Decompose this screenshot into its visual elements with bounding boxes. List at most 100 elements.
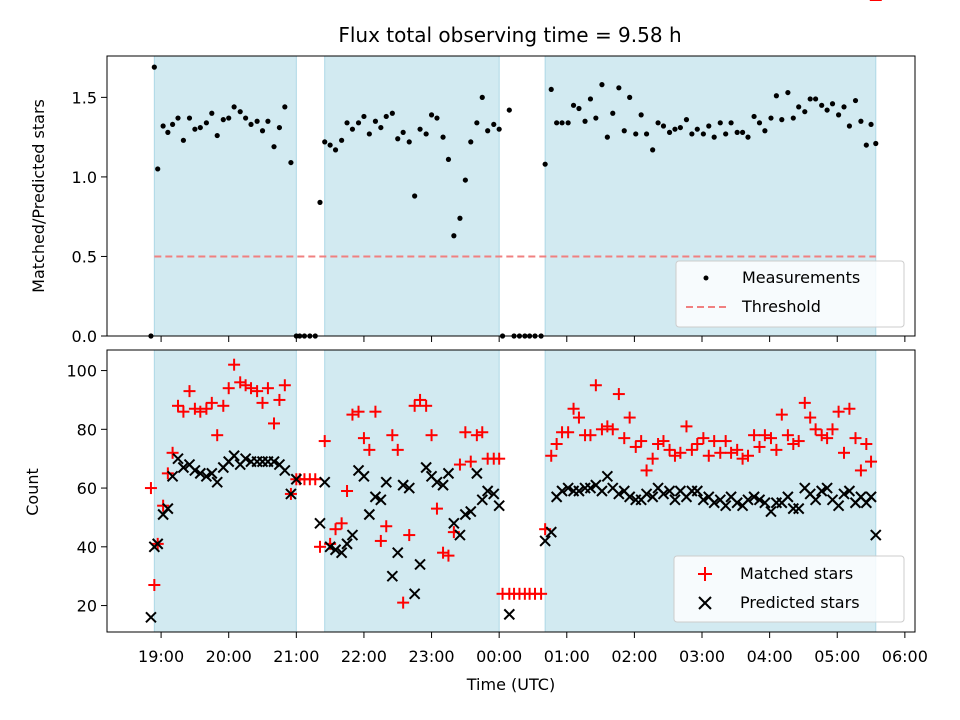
matched-star-point (278, 379, 291, 392)
measurement-point (317, 199, 323, 205)
matched-star-point (341, 485, 354, 497)
matched-star-point (804, 411, 817, 424)
measurement-point (400, 129, 406, 135)
matched-star-point (166, 446, 179, 459)
matched-star-point (188, 402, 201, 415)
matched-star-point (815, 429, 828, 442)
y-tick-label: 0.5 (72, 247, 97, 266)
y-tick-label: 1.0 (72, 168, 97, 187)
measurement-point (160, 123, 166, 129)
measurement-point (683, 117, 690, 123)
matched-star-point (697, 432, 710, 445)
matched-star-point (157, 499, 170, 512)
matched-star-point (217, 399, 230, 412)
measurement-point (355, 120, 362, 126)
predicted-star-point (408, 588, 421, 600)
matched-star-point (545, 449, 558, 462)
predicted-star-point (832, 499, 845, 512)
measurement-point (807, 96, 813, 102)
matched-star-point (606, 423, 619, 436)
predicted-star-point (697, 494, 710, 506)
measurement-point (383, 113, 389, 120)
matched-star-point (459, 426, 472, 439)
predicted-star-point (742, 494, 754, 506)
measurement-point (554, 120, 560, 126)
matched-star-point (657, 435, 670, 448)
matched-star-point (550, 438, 563, 450)
predicted-star-point (454, 529, 466, 541)
predicted-star-point (663, 485, 676, 497)
matched-star-point (854, 464, 867, 477)
measurement-point (288, 159, 294, 166)
measurement-point (852, 97, 859, 104)
measurement-point (175, 115, 181, 121)
matched-star-point (144, 482, 157, 495)
matched-star-point (663, 443, 676, 456)
measurement-point (226, 115, 232, 121)
legend-predicted-marker (698, 596, 712, 610)
matched-star-point (741, 449, 754, 462)
predicted-star-point (335, 546, 348, 559)
measurement-point (462, 177, 468, 183)
predicted-star-point (640, 488, 653, 500)
matched-star-point (535, 587, 548, 600)
predicted-star-point (285, 488, 297, 500)
matched-star-point (228, 358, 241, 371)
matched-star-point (838, 446, 851, 459)
measurement-point (700, 131, 706, 137)
x-tick-label: 05:00 (814, 647, 860, 666)
predicted-star-point (162, 502, 174, 515)
matched-star-point (792, 435, 805, 448)
measurement-point (587, 96, 594, 102)
predicted-star-point (476, 494, 488, 506)
predicted-star-point (870, 529, 882, 541)
matched-star-point (464, 455, 477, 468)
y-tick-label: 60 (77, 479, 97, 498)
predicted-star-point (341, 538, 353, 550)
measurement-point (666, 129, 673, 135)
predicted-star-point (172, 452, 184, 465)
matched-star-point (646, 452, 659, 465)
measurement-point (621, 128, 627, 134)
matched-star-point (309, 473, 322, 486)
matched-star-point (261, 382, 274, 395)
measurement-point (254, 118, 260, 124)
matched-star-point (821, 432, 834, 445)
measurement-point (858, 118, 864, 124)
matched-star-point (714, 446, 727, 459)
predicted-star-point (821, 482, 833, 494)
measurement-point (829, 101, 836, 107)
measurement-point (389, 110, 395, 116)
matched-star-point (453, 458, 466, 471)
matched-star-point (787, 438, 800, 450)
predicted-star-point (613, 488, 625, 500)
measurement-point (276, 124, 283, 131)
bottom-y-axis-label: Count (23, 468, 42, 516)
predicted-star-point (437, 479, 449, 491)
matched-star-point (629, 440, 642, 453)
measurement-point (610, 110, 616, 116)
predicted-star-point (279, 464, 291, 477)
measurement-point (599, 82, 605, 88)
matched-star-point (753, 440, 766, 453)
measurement-point (785, 89, 791, 96)
predicted-star-point (545, 526, 557, 538)
x-tick-label: 03:00 (679, 647, 725, 666)
shaded-interval-1 (324, 55, 500, 337)
top-axes-frame (106, 55, 916, 337)
predicted-star-point (314, 517, 326, 530)
measurement-point (327, 142, 333, 148)
x-tick-label: 23:00 (408, 647, 454, 666)
bottom-predicted-stars (145, 450, 882, 624)
measurement-point (762, 128, 768, 134)
measurement-point (734, 129, 740, 135)
predicted-star-point (465, 505, 477, 518)
predicted-star-point (865, 491, 877, 503)
matched-star-point (183, 385, 196, 398)
matched-star-point (470, 429, 483, 442)
legend-matched-label: Matched stars (740, 564, 853, 583)
measurement-point (259, 128, 266, 134)
measurement-point (627, 94, 633, 100)
matched-star-point (640, 464, 653, 477)
measurement-point (706, 123, 712, 129)
